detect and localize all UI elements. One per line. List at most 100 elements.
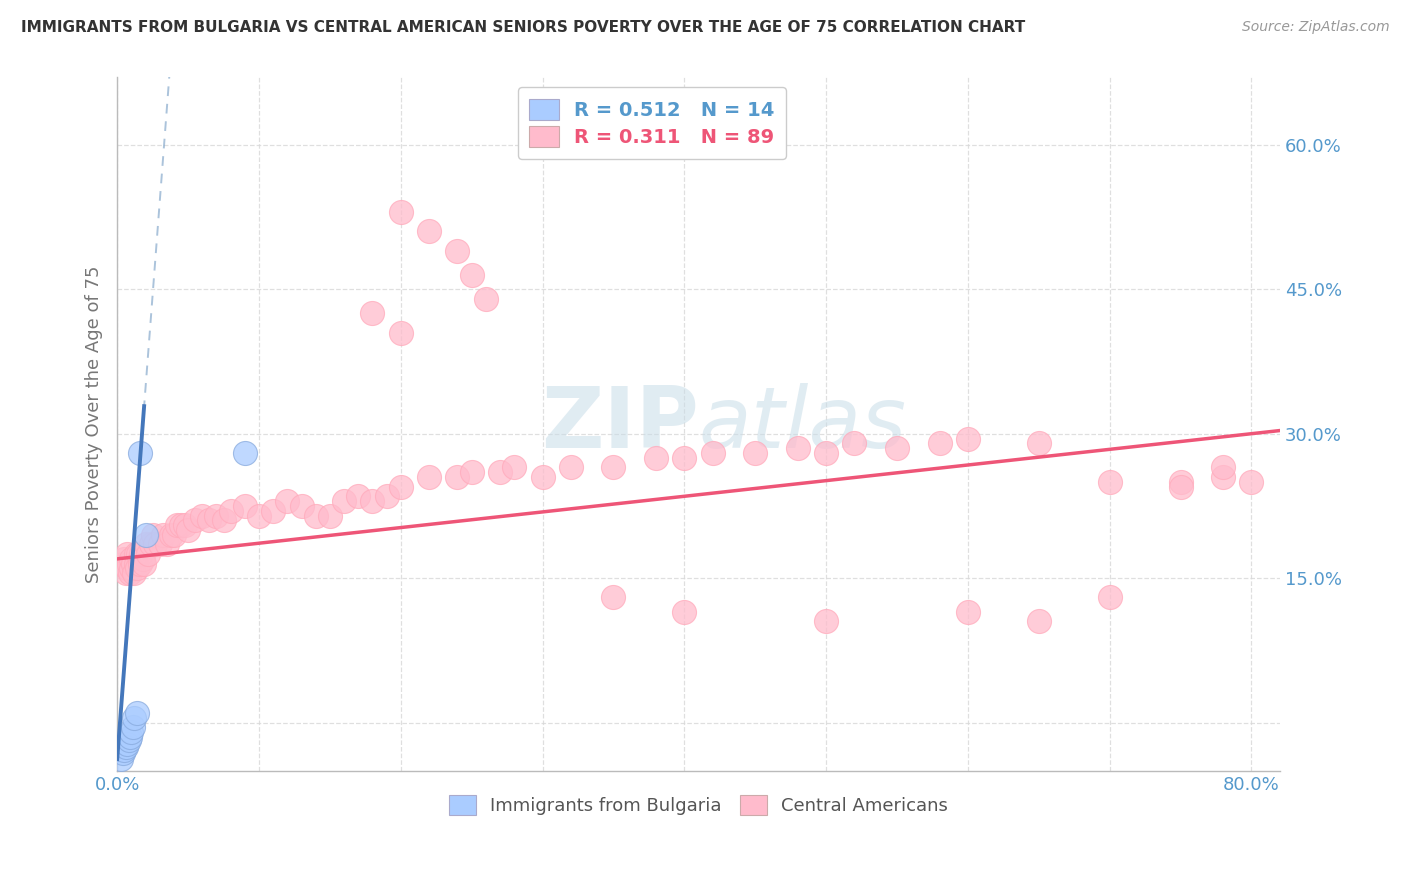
- Point: [121, 720, 143, 734]
- Point: [602, 460, 624, 475]
- Point: [128, 557, 150, 571]
- Point: [375, 489, 398, 503]
- Point: [117, 732, 139, 747]
- Point: [645, 450, 668, 465]
- Point: [815, 446, 838, 460]
- Point: [112, 742, 135, 756]
- Point: [135, 537, 157, 551]
- Point: [174, 518, 197, 533]
- Point: [125, 561, 148, 575]
- Point: [786, 441, 808, 455]
- Point: [198, 513, 221, 527]
- Point: [177, 523, 200, 537]
- Point: [110, 752, 132, 766]
- Point: [121, 557, 143, 571]
- Point: [928, 436, 950, 450]
- Point: [333, 494, 356, 508]
- Point: [247, 508, 270, 523]
- Point: [205, 508, 228, 523]
- Point: [389, 480, 412, 494]
- Point: [844, 436, 866, 450]
- Point: [120, 561, 142, 575]
- Point: [125, 706, 148, 720]
- Point: [1028, 615, 1050, 629]
- Legend: Immigrants from Bulgaria, Central Americans: Immigrants from Bulgaria, Central Americ…: [440, 786, 957, 824]
- Point: [152, 528, 174, 542]
- Text: IMMIGRANTS FROM BULGARIA VS CENTRAL AMERICAN SENIORS POVERTY OVER THE AGE OF 75 : IMMIGRANTS FROM BULGARIA VS CENTRAL AMER…: [21, 20, 1025, 35]
- Point: [418, 225, 440, 239]
- Point: [1170, 480, 1192, 494]
- Point: [1028, 436, 1050, 450]
- Point: [560, 460, 582, 475]
- Point: [347, 489, 370, 503]
- Point: [673, 605, 696, 619]
- Text: atlas: atlas: [699, 383, 907, 466]
- Point: [114, 739, 136, 754]
- Point: [602, 591, 624, 605]
- Point: [160, 528, 183, 542]
- Point: [886, 441, 908, 455]
- Point: [475, 292, 498, 306]
- Point: [489, 465, 512, 479]
- Point: [233, 499, 256, 513]
- Point: [138, 547, 160, 561]
- Point: [128, 446, 150, 460]
- Point: [702, 446, 724, 460]
- Point: [156, 537, 179, 551]
- Point: [166, 518, 188, 533]
- Point: [389, 326, 412, 340]
- Point: [1212, 460, 1234, 475]
- Point: [744, 446, 766, 460]
- Point: [319, 508, 342, 523]
- Point: [446, 244, 468, 258]
- Point: [124, 547, 146, 561]
- Point: [122, 711, 145, 725]
- Point: [418, 470, 440, 484]
- Point: [163, 528, 186, 542]
- Point: [141, 537, 163, 551]
- Point: [120, 552, 142, 566]
- Point: [134, 557, 156, 571]
- Point: [361, 494, 384, 508]
- Point: [132, 552, 155, 566]
- Point: [276, 494, 298, 508]
- Point: [460, 465, 482, 479]
- Point: [815, 615, 838, 629]
- Point: [124, 557, 146, 571]
- Point: [117, 557, 139, 571]
- Point: [112, 552, 135, 566]
- Point: [115, 561, 138, 575]
- Point: [118, 566, 141, 581]
- Point: [219, 504, 242, 518]
- Point: [956, 432, 979, 446]
- Point: [956, 605, 979, 619]
- Point: [145, 537, 167, 551]
- Point: [1098, 591, 1121, 605]
- Point: [1170, 475, 1192, 489]
- Point: [503, 460, 526, 475]
- Point: [115, 547, 138, 561]
- Point: [191, 508, 214, 523]
- Text: Source: ZipAtlas.com: Source: ZipAtlas.com: [1241, 20, 1389, 34]
- Point: [1240, 475, 1263, 489]
- Point: [122, 566, 145, 581]
- Point: [305, 508, 328, 523]
- Point: [531, 470, 554, 484]
- Point: [446, 470, 468, 484]
- Point: [290, 499, 312, 513]
- Point: [460, 268, 482, 282]
- Point: [118, 730, 141, 744]
- Point: [135, 528, 157, 542]
- Point: [127, 547, 149, 561]
- Point: [233, 446, 256, 460]
- Y-axis label: Seniors Poverty Over the Age of 75: Seniors Poverty Over the Age of 75: [86, 265, 103, 582]
- Point: [111, 557, 134, 571]
- Text: ZIP: ZIP: [541, 383, 699, 466]
- Point: [212, 513, 235, 527]
- Point: [111, 747, 134, 761]
- Point: [115, 737, 138, 751]
- Point: [1098, 475, 1121, 489]
- Point: [673, 450, 696, 465]
- Point: [120, 725, 142, 739]
- Point: [114, 566, 136, 581]
